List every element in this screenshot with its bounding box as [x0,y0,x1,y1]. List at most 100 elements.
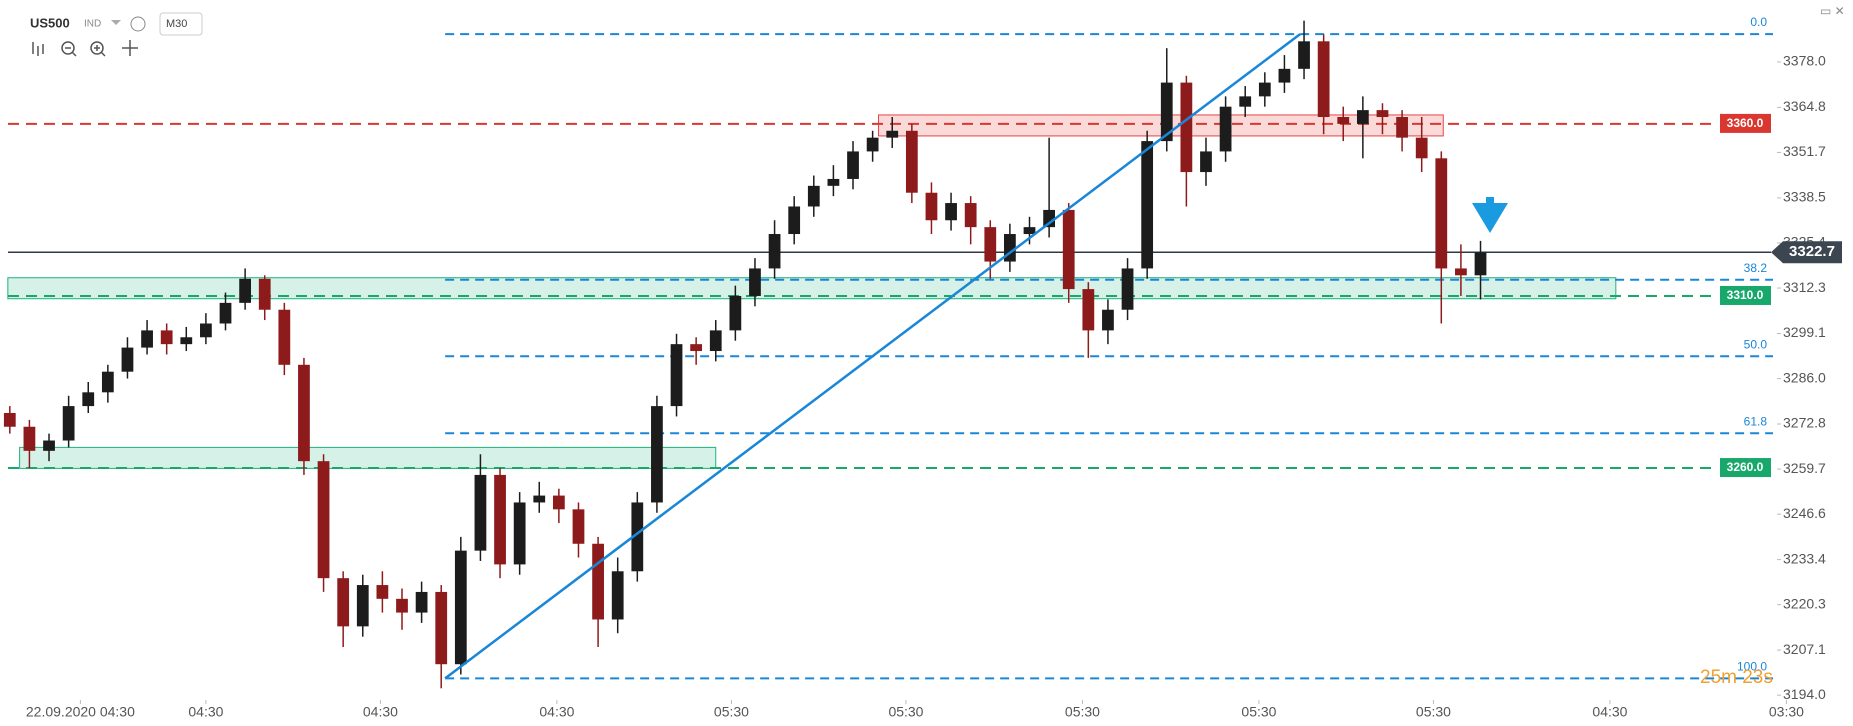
x-tick-label: 04:30 [363,704,398,720]
y-tick-label: 3299.1 [1783,324,1826,340]
candle-body [533,495,546,503]
candle-body [552,495,565,510]
symbol[interactable]: US500 [30,15,70,30]
x-tick-label: 05:30 [888,704,923,720]
candle-body [317,461,330,579]
dropdown[interactable] [111,20,121,25]
zone [7,277,1617,300]
x-tick-label: 22.09.2020 04:30 [26,704,135,720]
candle-body [1298,41,1310,69]
candle-body [239,278,252,303]
pan-icon[interactable] [122,40,138,56]
y-tick-label: 3378.0 [1783,53,1826,69]
candle-body [454,550,467,665]
timeframe[interactable]: M30 [166,18,187,30]
fib-label: 100.0 [1737,659,1767,673]
candle-body [1023,227,1036,235]
candle-body [1258,82,1271,97]
candle-body [121,347,134,372]
candle-body [1062,209,1075,290]
candle-body [631,502,644,572]
candle-body [788,206,801,235]
candle-body [1337,117,1350,124]
candle-body [513,502,526,565]
market: IND [84,19,101,30]
candle-body [592,543,604,620]
candle-body [62,406,75,441]
timeframe-box[interactable] [159,12,203,36]
candle-body [1396,117,1408,138]
candle-body [984,227,997,262]
candle-body [219,302,232,324]
candle-body [396,598,408,613]
candle-body [435,591,448,665]
zone [19,446,717,469]
x-tick-label: 04:30 [539,704,574,720]
candle-body [1474,252,1487,276]
candle-body [709,330,722,352]
x-tick-label: 05:30 [714,704,749,720]
candle-body [1435,158,1448,269]
trend-line [444,33,1301,680]
fib-label: 61.8 [1744,414,1768,428]
candle-body [847,151,859,179]
candle-body [945,203,957,221]
candle-body [964,203,977,228]
x-tick-label: 03:30 [1769,704,1804,720]
window-controls[interactable]: ▭ ✕ [1820,4,1845,18]
toolbar [32,40,138,57]
candle-body [690,344,703,352]
candle-body [1376,110,1389,118]
y-tick-label: 3194.0 [1783,686,1826,702]
level-label: 3310.0 [1727,288,1764,302]
timer: 25m 23s [1700,667,1773,688]
candle-body [43,440,55,451]
y-tick-label: 3246.6 [1783,505,1826,521]
candle-body [572,509,585,544]
candle-body [866,137,879,152]
candle-body [807,185,820,207]
candle-body [1082,289,1095,331]
candle-body [1141,141,1154,269]
y-tick-label: 3312.3 [1783,279,1826,295]
candle-body [611,571,624,620]
candle-body [1317,41,1330,118]
candle-body [474,474,487,551]
candle-body [494,474,506,565]
candle-body [1121,268,1134,310]
candle-body [1180,82,1193,173]
candle-body [651,406,663,503]
candle-body [827,178,840,186]
candle-body [1004,234,1016,262]
level-tag [1720,458,1771,478]
zoom-out[interactable] [61,41,75,55]
candle-body [141,330,153,348]
candle-body [200,323,212,338]
candle-body [1200,151,1212,173]
candle-body [101,371,114,393]
fib-label: 50.0 [1744,337,1768,351]
candle-body [258,278,271,310]
candle-body [749,268,761,296]
y-tick-label: 3364.8 [1783,98,1826,114]
x-tick-label: 04:30 [1592,704,1627,720]
candle-body [160,330,173,345]
x-tick-label: 05:30 [1241,704,1276,720]
candle-body [278,309,291,365]
candle-body [768,234,781,269]
level-tag [1720,285,1771,305]
current-price-tag [1771,241,1842,264]
candle-body [1278,68,1291,83]
chart-type-icon[interactable] [32,42,44,56]
info-icon[interactable] [130,16,146,32]
y-tick-label: 3233.4 [1783,550,1826,566]
zoom-in[interactable] [90,41,104,55]
signal-arrow [1472,197,1508,233]
level-label: 3360.0 [1727,116,1764,130]
y-tick-label: 3338.5 [1783,189,1826,205]
y-tick-label: 3272.8 [1783,415,1826,431]
candle-body [905,130,918,193]
current-price-label: 3322.7 [1789,243,1835,260]
